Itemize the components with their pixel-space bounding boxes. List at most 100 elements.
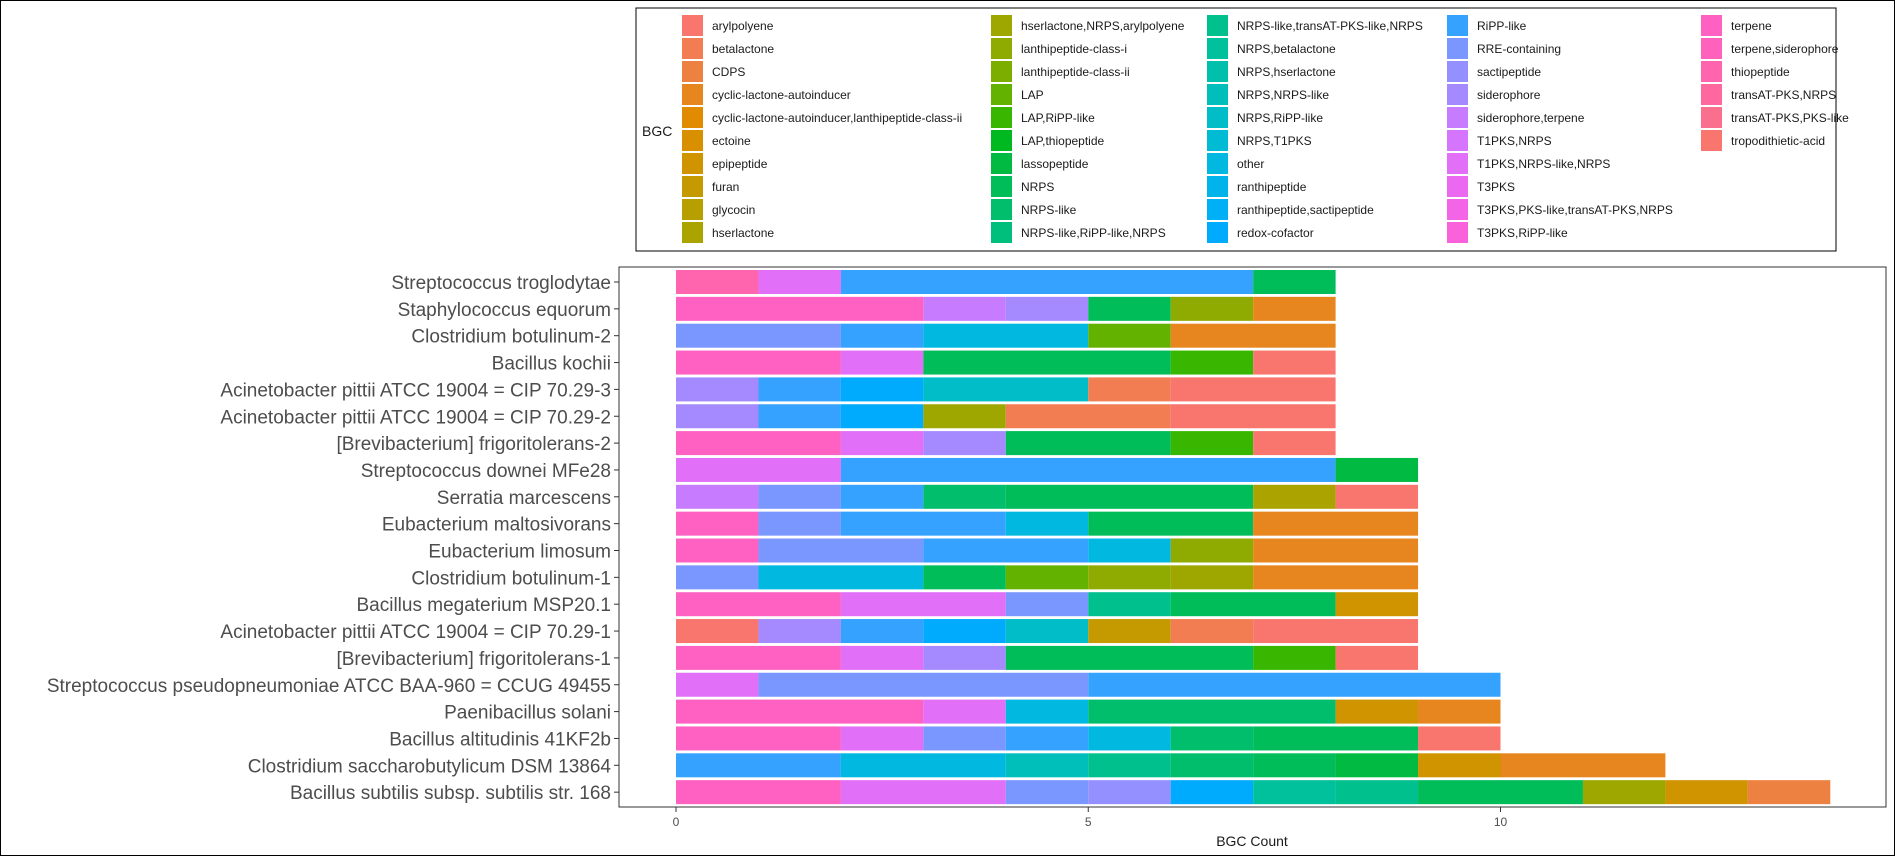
legend-item: NRPS,hserlactone bbox=[1207, 61, 1336, 82]
bar-segment bbox=[1088, 619, 1171, 644]
bar-segment bbox=[840, 457, 1336, 482]
bar-segment bbox=[676, 377, 759, 402]
legend-swatch bbox=[1701, 15, 1722, 36]
plot-panel: Streptococcus troglodytae Staphylococcus … bbox=[47, 266, 1887, 829]
legend-item: siderophore,terpene bbox=[1447, 107, 1585, 128]
legend-swatch bbox=[1207, 107, 1228, 128]
legend-label: lanthipeptide-class-i bbox=[1021, 42, 1127, 56]
bar-segment bbox=[1005, 511, 1089, 536]
bars bbox=[676, 270, 1831, 805]
legend-swatch bbox=[1447, 38, 1468, 59]
legend-item: terpene bbox=[1701, 15, 1772, 36]
legend-label: T3PKS bbox=[1477, 180, 1515, 194]
y-tick-label: Clostridium botulinum-1 bbox=[411, 568, 611, 589]
y-tick-label: Streptococcus pseudopneumoniae ATCC BAA-… bbox=[47, 676, 611, 697]
bar-segment bbox=[1170, 726, 1254, 751]
legend-item: epipeptide bbox=[682, 153, 768, 174]
bar-segment bbox=[676, 565, 759, 590]
bar-segment bbox=[923, 350, 1171, 375]
legend-label: hserlactone bbox=[712, 226, 774, 240]
legend-entries: arylpolyene betalactone CDPS cyclic-lactone… bbox=[682, 15, 1849, 243]
bar-segment bbox=[676, 753, 841, 778]
legend-swatch bbox=[991, 38, 1012, 59]
bar bbox=[676, 726, 1501, 751]
legend-swatch bbox=[682, 176, 703, 197]
legend-label: ranthipeptide bbox=[1237, 180, 1307, 194]
y-tick-label: Clostridium botulinum-2 bbox=[411, 327, 611, 348]
legend-swatch bbox=[1207, 199, 1228, 220]
bar bbox=[676, 350, 1336, 375]
bar bbox=[676, 511, 1419, 536]
bar-segment bbox=[1088, 377, 1171, 402]
bar-segment bbox=[923, 484, 1006, 509]
bar-segment bbox=[758, 672, 1089, 697]
bar-segment bbox=[1005, 431, 1171, 456]
bar-segment bbox=[840, 753, 1006, 778]
bar bbox=[676, 538, 1419, 563]
bar-segment bbox=[676, 404, 759, 429]
bar-segment bbox=[1088, 296, 1171, 321]
bar-segment bbox=[840, 726, 924, 751]
bar-segment bbox=[923, 726, 1006, 751]
bar-segment bbox=[1335, 457, 1419, 482]
y-tick-label: Eubacterium maltosivorans bbox=[382, 515, 611, 536]
legend-swatch bbox=[1447, 153, 1468, 174]
bar-segment bbox=[1170, 619, 1254, 644]
legend-label: NRPS-like,transAT-PKS-like,NRPS bbox=[1237, 19, 1423, 33]
bar-segment bbox=[1088, 323, 1171, 348]
bar-segment bbox=[1005, 296, 1089, 321]
bar bbox=[676, 619, 1419, 644]
legend-swatch bbox=[1207, 38, 1228, 59]
legend-swatch bbox=[1447, 84, 1468, 105]
legend-item: RiPP-like bbox=[1447, 15, 1527, 36]
legend-label: thiopeptide bbox=[1731, 65, 1790, 79]
y-tick-label: Clostridium saccharobutylicum DSM 13864 bbox=[248, 756, 612, 777]
legend-item: T3PKS,PKS-like,transAT-PKS,NRPS bbox=[1447, 199, 1673, 220]
legend-item: betalactone bbox=[682, 38, 774, 59]
legend-swatch bbox=[1447, 107, 1468, 128]
legend-swatch bbox=[991, 130, 1012, 151]
y-tick-label: Bacillus altitudinis 41KF2b bbox=[389, 729, 611, 750]
bar-segment bbox=[676, 484, 759, 509]
bar-segment bbox=[1253, 619, 1419, 644]
bar-segment bbox=[1005, 619, 1089, 644]
legend-item: NRPS,betalactone bbox=[1207, 38, 1336, 59]
bar-segment bbox=[1253, 511, 1419, 536]
y-tick-label: Serratia marcescens bbox=[437, 488, 611, 509]
legend-label: transAT-PKS,NRPS bbox=[1731, 88, 1836, 102]
legend-label: redox-cofactor bbox=[1237, 226, 1314, 240]
legend-item: transAT-PKS,NRPS bbox=[1701, 84, 1836, 105]
bar-segment bbox=[1253, 431, 1336, 456]
bar-segment bbox=[1088, 511, 1254, 536]
legend-label: RiPP-like bbox=[1477, 19, 1527, 33]
bar-segment bbox=[758, 565, 924, 590]
bar-segment bbox=[758, 404, 841, 429]
bar-segment bbox=[758, 377, 841, 402]
legend-swatch bbox=[1207, 176, 1228, 197]
bar bbox=[676, 780, 1831, 805]
bar bbox=[676, 377, 1336, 402]
bar-segment bbox=[676, 726, 841, 751]
legend-label: T1PKS,NRPS-like,NRPS bbox=[1477, 157, 1610, 171]
legend-label: NRPS,NRPS-like bbox=[1237, 88, 1329, 102]
legend-swatch bbox=[1207, 153, 1228, 174]
legend-item: cyclic-lactone-autoinducer bbox=[682, 84, 851, 105]
y-tick-label: Bacillus subtilis subsp. subtilis str. 1… bbox=[290, 783, 611, 804]
y-tick-label: Streptococcus downei MFe28 bbox=[361, 461, 611, 482]
bar-segment bbox=[923, 538, 1089, 563]
legend-label: CDPS bbox=[712, 65, 745, 79]
legend-label: ranthipeptide,sactipeptide bbox=[1237, 203, 1374, 217]
bar-segment bbox=[1088, 726, 1171, 751]
legend-swatch bbox=[991, 199, 1012, 220]
bar-segment bbox=[1005, 726, 1089, 751]
legend-swatch bbox=[991, 61, 1012, 82]
legend-item: tropodithietic-acid bbox=[1701, 130, 1825, 151]
bar bbox=[676, 484, 1419, 509]
legend-item: ranthipeptide bbox=[1207, 176, 1307, 197]
legend-swatch bbox=[682, 130, 703, 151]
legend-item: T1PKS,NRPS bbox=[1447, 130, 1552, 151]
bar-segment bbox=[1088, 699, 1336, 724]
legend-label: epipeptide bbox=[712, 157, 768, 171]
legend-label: lanthipeptide-class-ii bbox=[1021, 65, 1130, 79]
